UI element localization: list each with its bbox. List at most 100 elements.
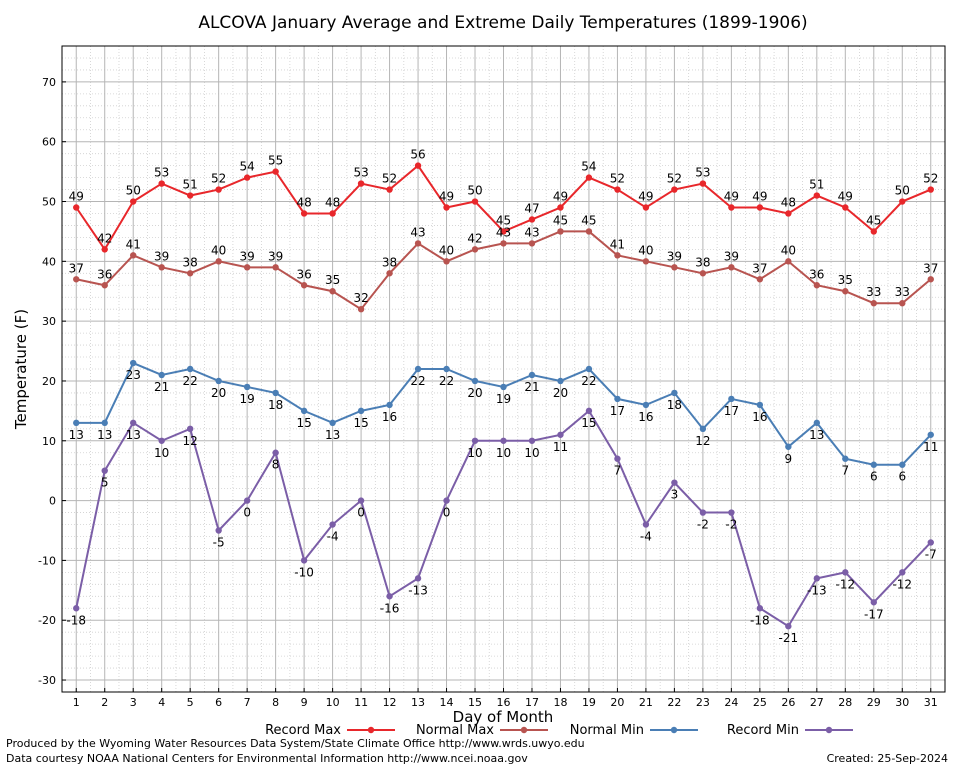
data-point xyxy=(842,569,849,576)
data-point xyxy=(243,174,251,181)
data-point xyxy=(813,282,821,289)
data-point xyxy=(243,383,251,391)
data-label: -13 xyxy=(408,583,428,597)
data-point xyxy=(215,377,222,385)
data-label: 16 xyxy=(382,410,397,424)
data-point xyxy=(357,497,365,504)
data-label: 10 xyxy=(467,446,482,460)
data-label: 48 xyxy=(296,195,311,209)
data-label: 50 xyxy=(126,184,141,198)
data-point xyxy=(130,252,137,259)
data-label: 45 xyxy=(496,213,511,227)
data-label: -13 xyxy=(807,583,827,597)
legend-marker xyxy=(367,726,375,734)
data-label: 10 xyxy=(154,446,169,460)
data-point xyxy=(386,270,393,277)
data-point xyxy=(728,509,735,516)
data-point xyxy=(699,509,707,516)
data-point xyxy=(357,407,365,415)
x-tick-label: 11 xyxy=(354,696,368,709)
data-point xyxy=(300,210,308,217)
x-tick-label: 13 xyxy=(411,696,425,709)
x-tick-label: 23 xyxy=(696,696,710,709)
data-point xyxy=(101,467,108,474)
data-point xyxy=(813,575,821,582)
data-label: 40 xyxy=(781,243,796,257)
legend: Record Max Normal Max Normal Min Record Min xyxy=(265,723,853,738)
data-label: 8 xyxy=(272,458,280,472)
y-tick-label: 70 xyxy=(42,76,56,89)
data-label: 5 xyxy=(101,476,109,490)
data-label: 17 xyxy=(610,404,625,418)
data-label: 38 xyxy=(382,255,397,269)
data-label: 12 xyxy=(183,434,198,448)
x-tick-label: 27 xyxy=(810,696,824,709)
data-label: -4 xyxy=(327,530,339,544)
data-label: 49 xyxy=(724,190,739,204)
data-point xyxy=(73,276,80,283)
data-point xyxy=(243,264,251,271)
data-point xyxy=(329,210,336,217)
data-point xyxy=(842,455,849,462)
x-tick-label: 16 xyxy=(497,696,511,709)
data-label: 0 xyxy=(443,506,451,520)
data-point xyxy=(414,240,422,247)
credit-data-source: Data courtesy NOAA National Centers for … xyxy=(6,752,528,765)
data-point xyxy=(528,437,536,444)
data-point xyxy=(186,192,194,199)
axis-ticks: 1 2 3 4 5 6 7 8 9 10 11 12 13 14 15 16 17 18 19 20 21 22 23 24 2… xyxy=(38,76,938,709)
data-label: 52 xyxy=(382,172,397,186)
data-label: 7 xyxy=(614,464,622,478)
data-point xyxy=(671,479,678,486)
legend-label: Normal Max xyxy=(416,723,494,738)
data-label: 50 xyxy=(467,184,482,198)
data-label: 22 xyxy=(183,374,198,388)
data-point xyxy=(756,605,764,612)
x-tick-label: 5 xyxy=(187,696,194,709)
data-point xyxy=(785,443,792,450)
data-point xyxy=(471,246,479,253)
x-tick-label: 2 xyxy=(101,696,108,709)
data-label: 48 xyxy=(781,195,796,209)
x-tick-label: 29 xyxy=(867,696,881,709)
x-tick-label: 12 xyxy=(383,696,397,709)
data-point xyxy=(728,264,735,271)
data-point xyxy=(927,186,934,193)
data-point xyxy=(728,204,735,211)
data-point xyxy=(785,623,792,630)
data-point xyxy=(500,240,507,247)
data-label: 42 xyxy=(97,231,112,245)
x-tick-label: 6 xyxy=(215,696,222,709)
data-label: 21 xyxy=(524,380,539,394)
data-point xyxy=(300,407,308,415)
data-label: 40 xyxy=(211,243,226,257)
x-tick-label: 17 xyxy=(525,696,539,709)
data-label: 23 xyxy=(126,368,141,382)
x-axis-label: Day of Month xyxy=(453,708,554,726)
data-label: -18 xyxy=(750,613,770,627)
data-label: 48 xyxy=(325,195,340,209)
data-point xyxy=(386,186,393,193)
data-point xyxy=(927,539,934,546)
data-label: 6 xyxy=(870,470,878,484)
y-tick-label: 0 xyxy=(49,495,56,508)
data-label: 22 xyxy=(581,374,596,388)
x-tick-label: 15 xyxy=(468,696,482,709)
data-label: 7 xyxy=(841,464,849,478)
data-point xyxy=(300,557,308,564)
data-label: 49 xyxy=(439,190,454,204)
data-label: 35 xyxy=(325,273,340,287)
data-point xyxy=(528,216,536,223)
data-point xyxy=(642,401,650,409)
data-label: 22 xyxy=(410,374,425,388)
data-label: 52 xyxy=(610,172,625,186)
data-point xyxy=(870,300,877,307)
data-point xyxy=(642,204,650,211)
data-label: 36 xyxy=(97,267,112,281)
data-label: -4 xyxy=(640,530,652,544)
data-label: 13 xyxy=(97,428,112,442)
x-tick-label: 24 xyxy=(724,696,738,709)
legend-marker xyxy=(520,726,528,734)
data-label: 33 xyxy=(895,285,910,299)
